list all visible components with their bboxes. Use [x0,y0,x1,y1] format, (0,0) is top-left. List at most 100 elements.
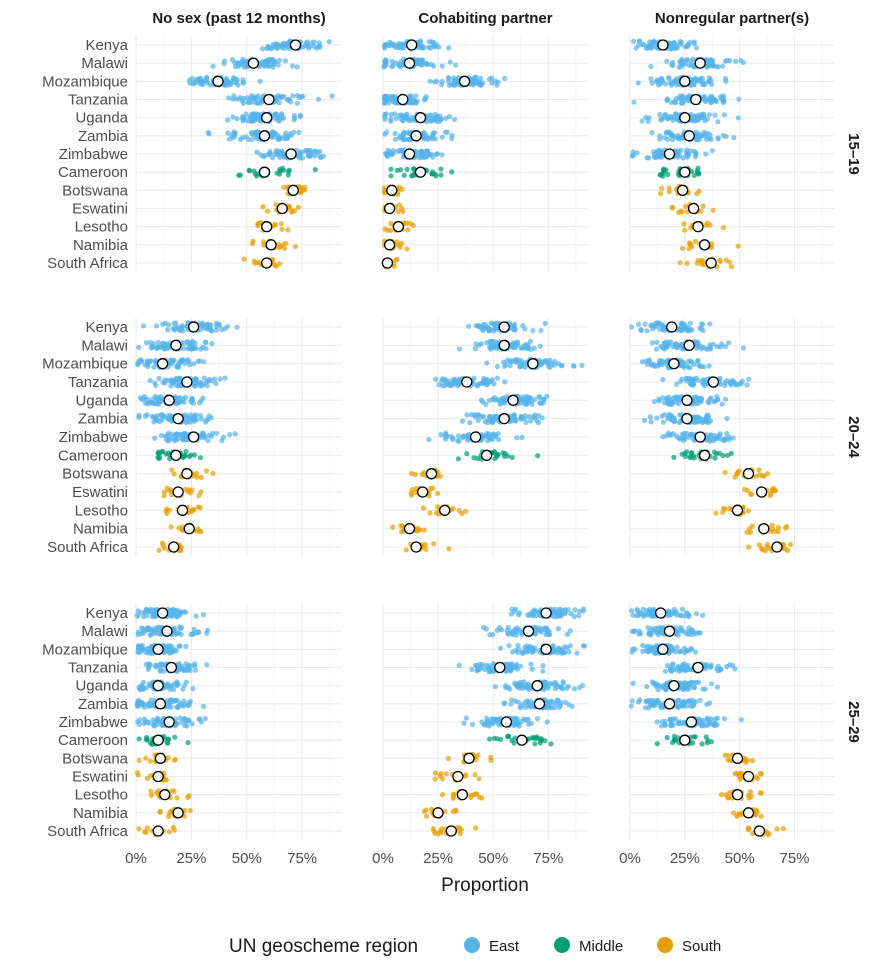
sample-point [439,78,445,85]
sample-point [294,100,300,106]
sample-point [557,606,563,612]
point-estimate [152,734,164,746]
sample-point [691,148,697,154]
sample-point [666,185,672,191]
sample-point [292,208,298,214]
sample-point [449,169,455,175]
sample-point [699,261,705,267]
sample-point [388,112,394,118]
sample-point [393,100,399,106]
sample-point [574,650,580,656]
sample-point [576,613,582,619]
sample-point [579,362,585,368]
sample-point [580,682,586,689]
sample-point [645,118,651,124]
sample-point [690,56,696,62]
sample-point [461,720,467,726]
sample-point [432,79,438,85]
sample-point [629,324,635,330]
sample-point [429,136,436,142]
point-estimate [692,221,704,233]
sample-point [171,625,177,632]
sample-point [488,436,494,442]
sample-point [252,112,258,118]
sample-point [148,788,154,794]
sample-point [175,364,181,370]
sample-point [783,525,789,531]
sample-point [438,432,444,438]
sample-point [169,788,175,794]
sample-point [391,263,397,269]
sample-point [388,116,394,122]
sample-point [488,341,494,347]
sample-point [139,686,145,692]
sample-point [296,129,302,135]
sample-point [735,115,741,121]
sample-point [297,155,303,161]
sample-point [730,435,736,441]
sample-point [664,58,670,64]
sample-point [173,401,179,407]
sample-point [651,399,658,405]
point-estimate [152,770,164,783]
sample-point [157,809,163,815]
point-estimate [381,257,394,269]
sample-point [526,414,532,420]
sample-point [530,414,536,420]
sample-point [204,326,210,332]
sample-point [684,260,690,266]
sample-point [485,420,491,426]
point-estimate [152,680,164,692]
sample-point [519,650,526,656]
sample-point [464,451,470,457]
sample-point [723,78,729,84]
sample-point [639,118,645,124]
sample-point [166,811,172,817]
sample-point [488,346,494,352]
sample-point [541,358,548,364]
sample-point [525,685,531,691]
sample-point [555,626,562,632]
sample-point [240,100,246,106]
sample-point [656,398,662,404]
sample-point [225,323,231,329]
sample-point [164,485,170,491]
sample-point [455,456,461,462]
sample-point [270,41,276,48]
sample-point [184,723,190,729]
sample-point [249,241,256,247]
sample-point [514,666,521,672]
point-estimate [507,394,519,406]
sample-point [261,154,267,160]
sample-point [388,166,394,172]
sample-point [145,361,151,368]
sample-point [504,357,510,363]
sample-point [160,321,166,327]
sample-point [681,221,687,227]
sample-point [176,662,182,668]
sample-point [165,437,171,443]
sample-point [543,632,549,638]
sample-point [513,661,520,667]
sample-point [264,45,270,52]
sample-point [291,129,297,135]
sample-point [473,323,479,329]
sample-point [679,245,686,251]
sample-point [177,715,183,721]
sample-point [629,153,635,159]
sample-point [546,364,552,370]
point-estimate [533,698,546,710]
sample-point [527,338,534,344]
sample-point [669,204,676,210]
sample-point [701,129,707,135]
sample-point [400,209,406,215]
sample-point [401,130,407,136]
sample-point [136,344,142,351]
sample-point [649,80,655,86]
sample-point [231,129,237,135]
point-estimate [527,358,539,370]
sample-point [419,471,425,478]
sample-point [675,154,681,160]
sample-point [746,544,752,550]
sample-point [161,489,167,495]
